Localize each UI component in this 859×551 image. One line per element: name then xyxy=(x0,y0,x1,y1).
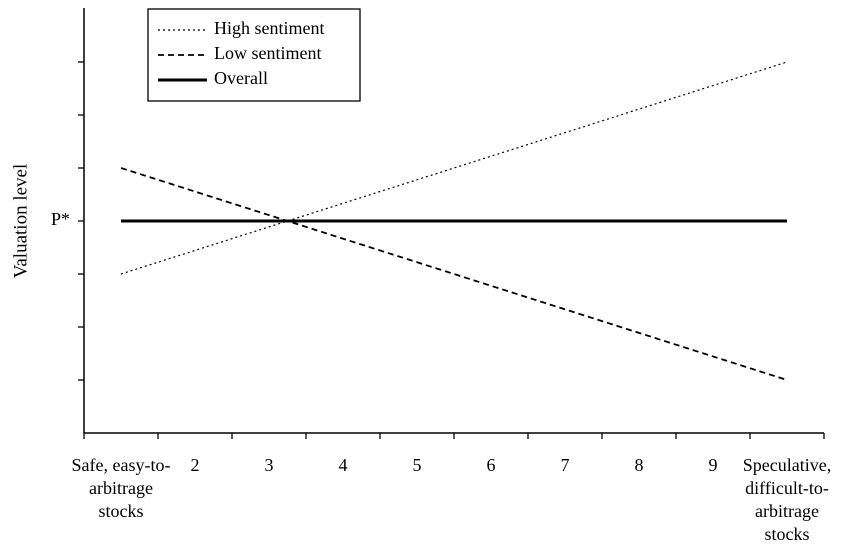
y-axis-label: Valuation level xyxy=(10,164,31,279)
y-ticks xyxy=(78,61,84,381)
x-tick-label: 9 xyxy=(709,455,718,475)
legend: High sentiment Low sentiment Overall xyxy=(147,8,361,102)
legend-label: High sentiment xyxy=(214,18,325,38)
x-axis: Safe, easy-to-arbitrage stocks 2 3 4 5 6 7 8 9 Spe… xyxy=(72,432,832,544)
x-tick-label: 6 xyxy=(487,455,496,475)
y-tick-labels: P* xyxy=(51,209,70,229)
x-tick-labels: Safe, easy-to-arbitrage stocks 2 3 4 5 6 7 8 9 Spe… xyxy=(72,455,832,544)
x-tick-label: 2 xyxy=(191,455,200,475)
x-tick-label: 5 xyxy=(413,455,422,475)
legend-items: High sentiment Low sentiment Overall xyxy=(158,18,325,88)
x-tick-label: 4 xyxy=(339,455,348,475)
x-tick-label: 7 xyxy=(561,455,570,475)
series-line-high-sentiment xyxy=(120,61,788,275)
x-tick-label: 8 xyxy=(635,455,644,475)
x-tick-label: Safe, easy-to-arbitrage stocks xyxy=(72,455,171,521)
legend-label: Low sentiment xyxy=(214,43,321,63)
x-tick-label: 3 xyxy=(265,455,274,475)
legend-label: Overall xyxy=(214,68,268,88)
x-tick-label: Speculative, difficult-to-arbitrage stocks xyxy=(743,455,831,544)
series-line-low-sentiment xyxy=(120,167,788,381)
y-axis: P* xyxy=(51,8,85,433)
x-ticks xyxy=(83,433,825,439)
y-tick-label: P* xyxy=(51,209,70,229)
series-lines xyxy=(120,61,788,381)
